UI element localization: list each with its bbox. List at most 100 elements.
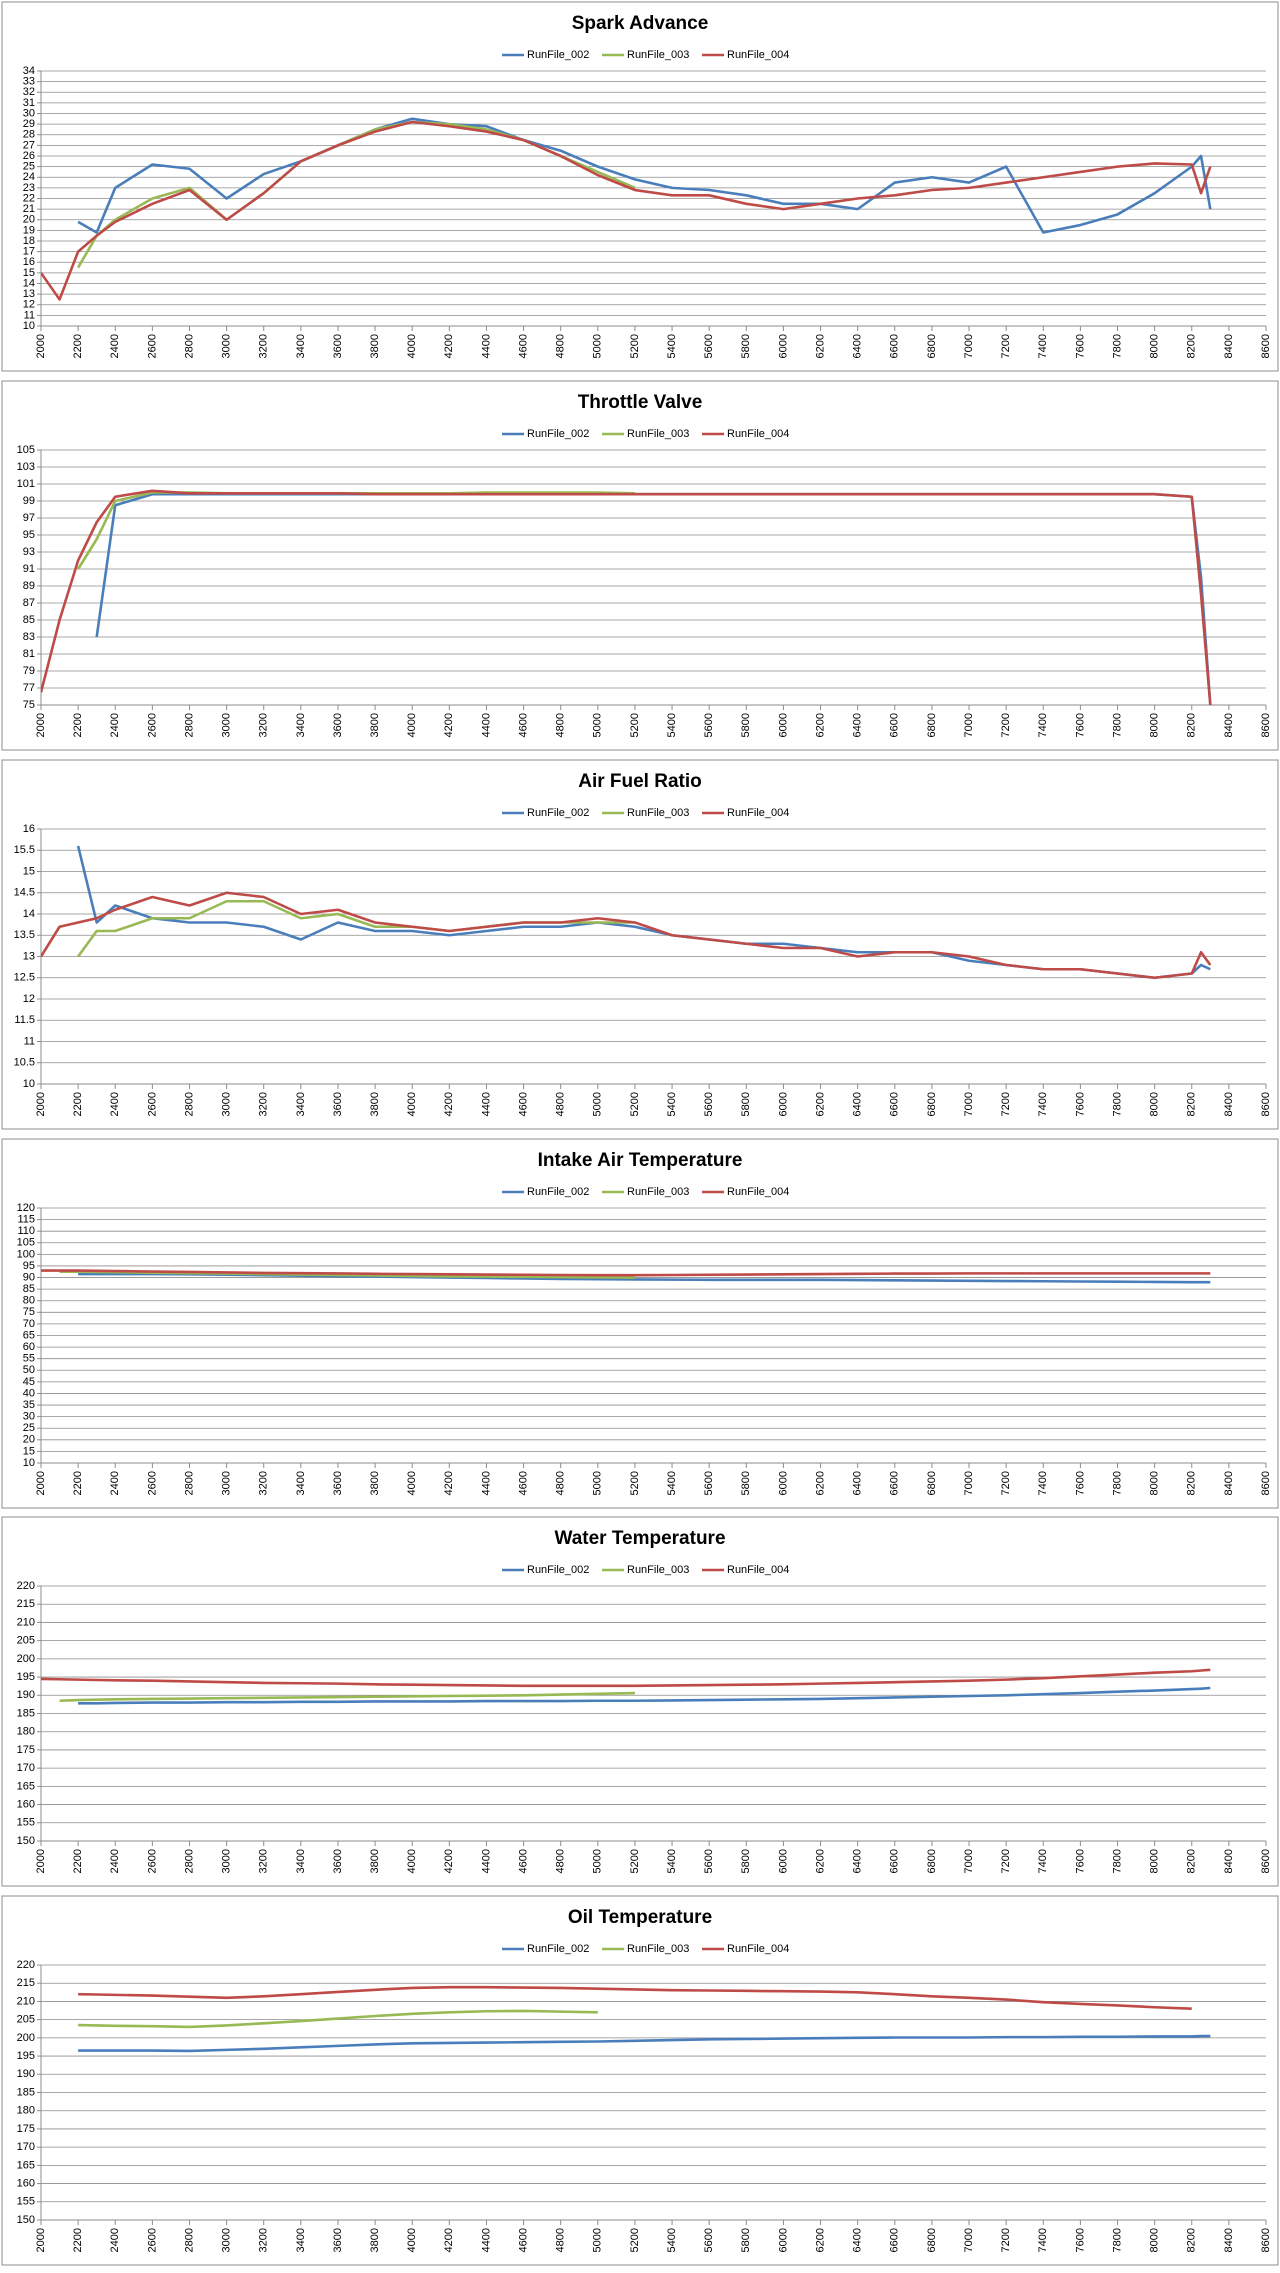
y-tick-label: 195 (17, 1671, 35, 1683)
x-tick-label: 8600 (1260, 334, 1272, 358)
x-tick-label: 2400 (109, 1471, 121, 1495)
y-tick-label: 14 (23, 908, 35, 920)
series-line (41, 891, 1212, 980)
x-tick-label: 4400 (480, 1092, 492, 1116)
y-tick-label: 65 (23, 1329, 35, 1341)
legend-label: RunFile_004 (727, 1186, 789, 1198)
x-tick-label: 6400 (852, 2228, 864, 2252)
x-tick-label: 2000 (35, 1471, 47, 1495)
x-tick-label: 5400 (666, 1849, 678, 1873)
x-tick-label: 3800 (369, 1092, 381, 1116)
x-tick-label: 7000 (963, 1849, 975, 1873)
x-tick-label: 8600 (1260, 1471, 1272, 1495)
y-tick-label: 55 (23, 1353, 35, 1365)
x-tick-label: 5400 (666, 1471, 678, 1495)
x-tick-label: 7600 (1074, 1849, 1086, 1873)
panel-frame (1, 759, 1279, 1130)
x-tick-label: 2800 (183, 2228, 195, 2252)
y-tick-label: 13 (23, 950, 35, 962)
series-line (41, 489, 1212, 706)
x-tick-label: 3800 (369, 1849, 381, 1873)
x-tick-label: 5600 (703, 1092, 715, 1116)
y-tick-label: 79 (23, 665, 35, 677)
x-tick-label: 3400 (295, 1471, 307, 1495)
chart-title: Oil Temperature (568, 1907, 712, 1928)
x-tick-label: 7000 (963, 1092, 975, 1116)
y-tick-label: 120 (17, 1202, 35, 1214)
x-tick-label: 6600 (889, 2228, 901, 2252)
x-tick-label: 5600 (703, 1471, 715, 1495)
x-tick-label: 7800 (1111, 713, 1123, 737)
y-tick-label: 200 (17, 2032, 35, 2044)
y-tick-label: 25 (23, 161, 35, 173)
x-tick-label: 8000 (1149, 1092, 1161, 1116)
x-tick-label: 7000 (963, 713, 975, 737)
x-tick-label: 6600 (889, 334, 901, 358)
y-tick-label: 19 (23, 224, 35, 236)
y-tick-label: 21 (23, 203, 35, 215)
y-tick-label: 105 (17, 444, 35, 456)
x-tick-label: 4600 (517, 1849, 529, 1873)
legend-label: RunFile_003 (627, 49, 689, 61)
x-tick-label: 2400 (109, 1092, 121, 1116)
x-tick-label: 6200 (814, 713, 826, 737)
y-tick-label: 85 (23, 614, 35, 626)
series-line (78, 2009, 598, 2029)
x-tick-label: 3400 (295, 334, 307, 358)
x-tick-label: 3200 (258, 1471, 270, 1495)
x-tick-label: 8200 (1186, 713, 1198, 737)
x-tick-label: 3000 (221, 1849, 233, 1873)
x-tick-label: 7600 (1074, 334, 1086, 358)
x-tick-label: 3400 (295, 1092, 307, 1116)
chart-panel: Spark Advance101112131415161718192021222… (1, 1, 1279, 372)
x-tick-label: 6400 (852, 1849, 864, 1873)
y-tick-label: 89 (23, 580, 35, 592)
legend-label: RunFile_003 (627, 807, 689, 819)
x-tick-label: 8000 (1149, 2228, 1161, 2252)
x-tick-label: 3200 (258, 334, 270, 358)
x-tick-label: 2200 (72, 713, 84, 737)
legend-label: RunFile_004 (727, 1943, 789, 1955)
y-tick-label: 210 (17, 1616, 35, 1628)
y-tick-label: 77 (23, 682, 35, 694)
x-tick-label: 7000 (963, 1471, 975, 1495)
x-tick-label: 6200 (814, 334, 826, 358)
x-tick-label: 3200 (258, 2228, 270, 2252)
x-tick-label: 2200 (72, 1849, 84, 1873)
legend-label: RunFile_004 (727, 428, 789, 440)
x-tick-label: 8400 (1223, 713, 1235, 737)
x-tick-label: 3800 (369, 334, 381, 358)
x-tick-label: 5000 (592, 1849, 604, 1873)
y-tick-label: 30 (23, 1411, 35, 1423)
y-tick-label: 10.5 (14, 1057, 35, 1069)
x-tick-label: 3200 (258, 713, 270, 737)
x-tick-label: 8000 (1149, 1471, 1161, 1495)
x-tick-label: 5400 (666, 713, 678, 737)
x-tick-label: 6400 (852, 1471, 864, 1495)
x-tick-label: 5200 (629, 334, 641, 358)
x-tick-label: 3000 (221, 334, 233, 358)
x-tick-label: 2600 (146, 1092, 158, 1116)
x-tick-label: 6200 (814, 1471, 826, 1495)
y-tick-label: 215 (17, 1977, 35, 1989)
x-tick-label: 7800 (1111, 1849, 1123, 1873)
panel-frame (1, 380, 1279, 751)
x-tick-label: 2200 (72, 1471, 84, 1495)
x-tick-label: 2200 (72, 1092, 84, 1116)
x-tick-label: 5200 (629, 1471, 641, 1495)
y-tick-label: 45 (23, 1376, 35, 1388)
chart-panel: Air Fuel Ratio 10 10.5 11 11.5 12 12.5 13 13.5 14… (1, 759, 1279, 1130)
x-tick-label: 4400 (480, 334, 492, 358)
y-tick-label: 97 (23, 512, 35, 524)
x-tick-label: 5800 (740, 713, 752, 737)
y-tick-label: 18 (23, 235, 35, 247)
x-tick-label: 3000 (221, 713, 233, 737)
x-tick-label: 4800 (555, 2228, 567, 2252)
y-tick-label: 13 (23, 288, 35, 300)
x-tick-label: 5600 (703, 2228, 715, 2252)
x-tick-label: 7400 (1037, 334, 1049, 358)
x-tick-label: 5000 (592, 2228, 604, 2252)
x-tick-label: 8200 (1186, 334, 1198, 358)
y-tick-label: 185 (17, 1707, 35, 1719)
